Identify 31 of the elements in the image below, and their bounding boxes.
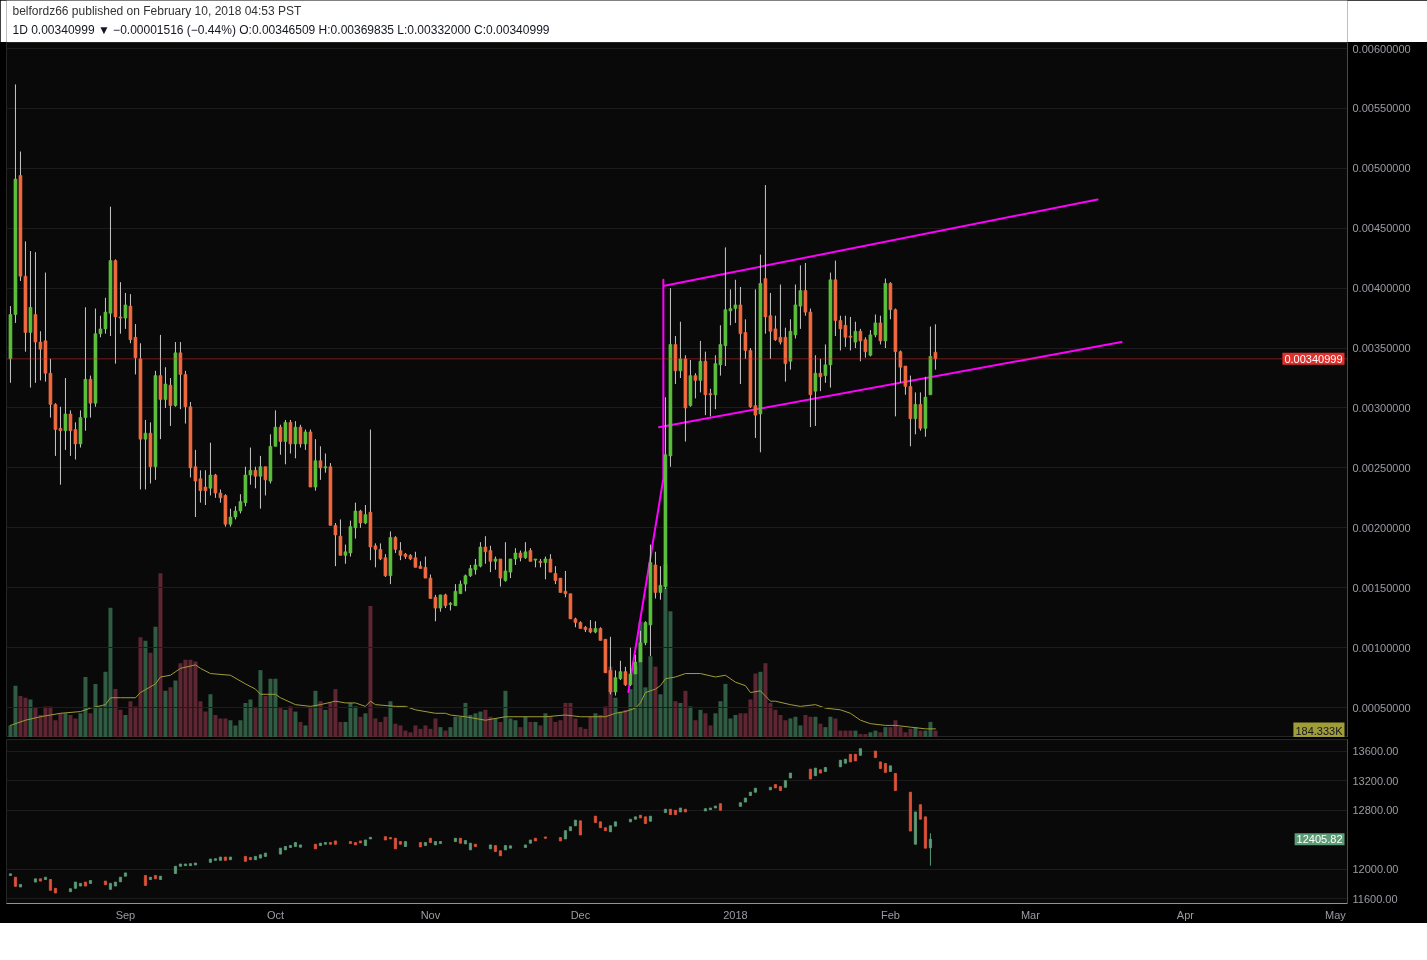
y-tick-label: 12800.00 — [1352, 804, 1399, 817]
x-tick-label: Apr — [1176, 908, 1195, 921]
y-tick-label: 0.00400000 — [1352, 282, 1411, 295]
x-tick-label: 2018 — [723, 908, 748, 921]
x-tick-label: May — [1325, 908, 1347, 921]
chart-title: belfordz66 published on February 10, 2018 04:53 PST — [12, 4, 303, 19]
y-tick-label: 11600.00 — [1352, 892, 1398, 905]
x-tick-label: Nov — [420, 908, 441, 921]
x-tick-label: Feb — [880, 908, 900, 921]
y-tick-label: 0.00100000 — [1352, 641, 1411, 654]
y-tick-label: 0.00250000 — [1352, 461, 1411, 474]
chart-subtitle: 1D 0.00340999 ▼ −0.00001516 (−0.44%) O:0.00346509 H:0.00369835 L:0.00332000 C:0.00340999 — [12, 22, 550, 37]
y-tick-label: 0.00600000 — [1352, 42, 1411, 55]
y-tick-label: 0.00350000 — [1352, 342, 1411, 355]
x-tick-label: Sep — [115, 908, 136, 921]
y-tick-label: 0.00550000 — [1352, 102, 1411, 115]
x-tick-label: Mar — [1020, 908, 1041, 921]
y-tick-label: 13200.00 — [1352, 774, 1399, 787]
y-tick-label: 0.00450000 — [1352, 222, 1411, 235]
y-tick-label: 13600.00 — [1352, 745, 1399, 758]
y-tick-label: 0.00300000 — [1352, 401, 1411, 414]
annotation: 184.333K — [1295, 724, 1344, 737]
x-tick-label: Oct — [266, 908, 285, 921]
y-tick-label: 0.00500000 — [1352, 162, 1411, 175]
y-tick-label: 0.00200000 — [1352, 521, 1411, 534]
ref-line-label: 0.00340999 — [1284, 352, 1343, 365]
y-tick-label: 0.00050000 — [1352, 701, 1411, 714]
y-tick-label: 0.00150000 — [1352, 581, 1411, 594]
x-tick-label: Dec — [570, 908, 591, 921]
y-tick-label: 12000.00 — [1352, 863, 1399, 876]
annotation: 12405.82 — [1296, 833, 1343, 846]
